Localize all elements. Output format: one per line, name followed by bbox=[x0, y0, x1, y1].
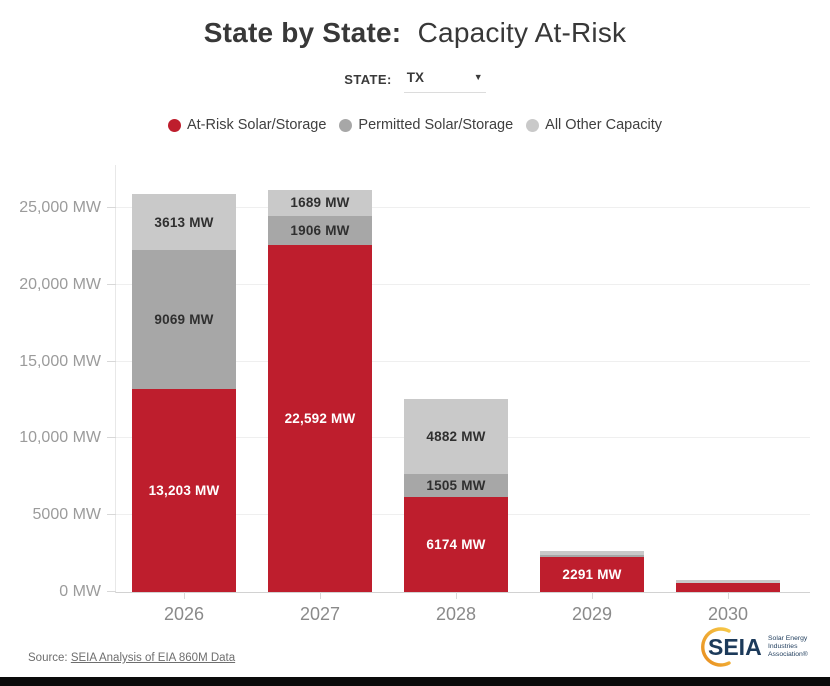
state-selector-row: STATE: TX ▼ bbox=[0, 70, 830, 93]
bar-segment-2026-1[interactable]: 9069 MW bbox=[132, 249, 236, 390]
y-axis-label: 20,000 MW bbox=[19, 275, 101, 293]
y-axis-tick bbox=[107, 591, 116, 592]
source-link[interactable]: SEIA Analysis of EIA 860M Data bbox=[70, 652, 236, 664]
bar-value-label: 6174 MW bbox=[426, 537, 486, 553]
x-axis-tick bbox=[320, 592, 321, 599]
gridline bbox=[116, 360, 810, 362]
stacked-bar-2030[interactable] bbox=[676, 580, 780, 592]
bar-value-label: 22,592 MW bbox=[284, 411, 356, 426]
legend-label: All Other Capacity bbox=[545, 117, 663, 133]
bar-value-label: 1689 MW bbox=[290, 195, 350, 211]
x-axis-label: 2028 bbox=[435, 604, 477, 624]
y-axis-tick bbox=[107, 360, 116, 362]
x-axis-label: 2027 bbox=[299, 604, 341, 624]
bar-segment-2029-2[interactable] bbox=[540, 550, 644, 555]
stacked-bar-2026[interactable]: 13,203 MW 9069 MW 3613 MW bbox=[132, 194, 236, 592]
state-dropdown-value: TX bbox=[406, 70, 424, 85]
legend: At-Risk Solar/Storage Permitted Solar/Sto… bbox=[0, 117, 830, 133]
bar-column-2029: 2291 MW bbox=[524, 165, 660, 592]
source-note: Source: SEIA Analysis of EIA 860M Data bbox=[28, 652, 235, 664]
x-axis-label: 2029 bbox=[571, 604, 613, 624]
page-title-regular: Capacity At-Risk bbox=[417, 17, 627, 48]
x-axis-label: 2030 bbox=[707, 604, 749, 624]
seia-logo-graphic: SEIA Solar Energy Industries Association… bbox=[701, 627, 808, 667]
bar-value-label: 13,203 MW bbox=[148, 483, 220, 499]
y-axis-label: 0 MW bbox=[59, 583, 101, 600]
source-prefix: Source: bbox=[28, 652, 68, 664]
stacked-bar-2029[interactable]: 2291 MW bbox=[540, 550, 644, 592]
bar-segment-2028-1[interactable]: 1505 MW bbox=[404, 474, 508, 498]
legend-dot-icon bbox=[167, 118, 181, 132]
y-axis-label: 10,000 MW bbox=[19, 429, 101, 447]
bar-segment-2026-2[interactable]: 3613 MW bbox=[132, 194, 236, 250]
bar-segment-2028-0[interactable]: 6174 MW bbox=[404, 497, 508, 592]
stacked-bar-2027[interactable]: 22,592 MW 1906 MW 1689 MW bbox=[268, 189, 372, 592]
y-axis-label: 5000 MW bbox=[32, 506, 101, 524]
bottom-border-bar bbox=[0, 677, 830, 686]
bar-value-label: 2291 MW bbox=[562, 566, 622, 582]
bar-chart: 0 MW 5000 MW 10,000 MW 15,000 MW 20,000 MW 25… bbox=[19, 165, 810, 624]
legend-label: Permitted Solar/Storage bbox=[358, 117, 514, 133]
bar-segment-2027-1[interactable]: 1906 MW bbox=[268, 215, 372, 245]
bar-value-label: 1505 MW bbox=[426, 478, 486, 494]
state-label: STATE: bbox=[344, 72, 392, 87]
seia-tagline-line-1: Solar Energy bbox=[768, 635, 808, 642]
y-axis-tick bbox=[107, 283, 116, 285]
seia-logo-arc-icon bbox=[701, 627, 731, 667]
seia-logo-text: SEIA bbox=[708, 634, 762, 660]
page-title-bold: State by State: bbox=[203, 17, 402, 48]
bar-value-label: 9069 MW bbox=[154, 312, 214, 328]
bar-value-label: 4882 MW bbox=[426, 429, 486, 445]
bar-column-2027: 22,592 MW 1906 MW 1689 MW bbox=[252, 165, 388, 592]
bar-value-label: 3613 MW bbox=[154, 214, 214, 230]
bar-segment-2028-2[interactable]: 4882 MW bbox=[404, 399, 508, 475]
x-axis-label: 2026 bbox=[163, 604, 205, 624]
chevron-down-icon: ▼ bbox=[473, 72, 483, 82]
gridline bbox=[116, 207, 810, 209]
bar-segment-2027-0[interactable]: 22,592 MW bbox=[268, 245, 372, 592]
bar-segment-2029-0[interactable]: 2291 MW bbox=[540, 556, 644, 592]
legend-dot-icon bbox=[526, 118, 540, 132]
x-axis-tick bbox=[728, 592, 729, 599]
legend-item-0[interactable]: At-Risk Solar/Storage bbox=[167, 117, 327, 133]
seia-logo: SEIA Solar Energy Industries Association… bbox=[692, 625, 814, 674]
bar-column-2026: 13,203 MW 9069 MW 3613 MW bbox=[116, 165, 252, 592]
bar-column-2028: 6174 MW 1505 MW 4882 MW bbox=[388, 165, 524, 592]
bar-value-label: 1906 MW bbox=[290, 222, 350, 238]
y-axis-label: 25,000 MW bbox=[19, 199, 101, 217]
bar-segment-2030-0[interactable] bbox=[676, 583, 780, 592]
x-axis-tick bbox=[456, 592, 457, 599]
y-axis-tick bbox=[107, 207, 116, 209]
legend-item-2[interactable]: All Other Capacity bbox=[526, 117, 662, 133]
x-axis-tick bbox=[592, 592, 593, 599]
y-axis-tick bbox=[107, 437, 116, 439]
stacked-bar-2028[interactable]: 6174 MW 1505 MW 4882 MW bbox=[404, 399, 508, 592]
gridline bbox=[116, 283, 810, 285]
legend-dot-icon bbox=[339, 118, 353, 132]
seia-tagline-line-3: Association® bbox=[768, 650, 808, 658]
y-axis-tick bbox=[107, 514, 116, 516]
legend-label: At-Risk Solar/Storage bbox=[186, 117, 327, 133]
seia-tagline-line-2: Industries bbox=[768, 643, 798, 650]
bar-column-2030 bbox=[660, 165, 796, 592]
bar-segment-2027-2[interactable]: 1689 MW bbox=[268, 189, 372, 216]
bar-segment-2030-2[interactable] bbox=[676, 580, 780, 584]
legend-item-1[interactable]: Permitted Solar/Storage bbox=[339, 117, 513, 133]
bar-segment-2026-0[interactable]: 13,203 MW bbox=[132, 389, 236, 592]
y-axis-label: 15,000 MW bbox=[19, 352, 101, 370]
x-axis-tick bbox=[184, 592, 185, 599]
state-dropdown[interactable]: TX ▼ bbox=[403, 70, 486, 93]
page-title: State by State: Capacity At-Risk bbox=[0, 17, 830, 49]
bar-segment-2029-1[interactable] bbox=[540, 554, 644, 557]
